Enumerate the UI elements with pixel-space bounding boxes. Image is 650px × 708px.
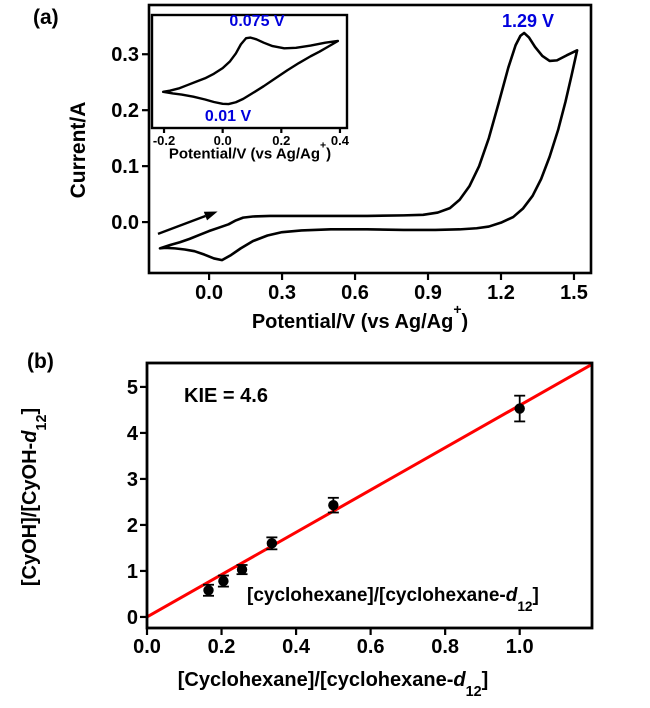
panel-b-x-tick-label: 1.0 (506, 636, 534, 658)
inset-x-tick-label: -0.2 (153, 133, 175, 148)
panel-a-x-axis-title-sup: + (453, 301, 462, 318)
inset-x-axis-title-end: ) (326, 145, 332, 163)
panel-b-inplot-annotation: [cyclohexane]/[cyclohexane-d12] (247, 585, 539, 613)
panel-b-inplot-annotation-italic-d: d (505, 585, 518, 606)
inset-x-axis-title-text: Potential/V (vs Ag/Ag (168, 145, 320, 163)
panel-b-inplot-annotation-end: ] (532, 585, 539, 606)
panel-a-frame (147, 3, 593, 275)
panel-b-y-tick-label: 5 (127, 377, 138, 399)
inset-anodic-peak-annotation: 0.075 V (229, 13, 285, 31)
panel-b-x-axis-title: [Cyclohexane]/[cyclohexane-d12] (177, 669, 489, 699)
panel-a-y-tick-label: 0.3 (111, 44, 139, 66)
panel-a-letter: (a) (33, 6, 59, 29)
data-point-group (514, 394, 526, 423)
panel-a-y-tick-label: 0.2 (111, 100, 139, 122)
panel-a-x-tick-label: 0.0 (195, 282, 223, 304)
panel-b-y-tick-label: 4 (127, 423, 139, 445)
panel-b-frame (145, 361, 594, 630)
panel-b-y-axis-title-sub: 12 (33, 414, 50, 431)
panel-b-x-tick-label: 0.2 (208, 636, 236, 658)
panel-a-y-tick-label: 0.1 (111, 156, 139, 178)
cv-curve (158, 31, 579, 262)
panel-a-y-tick-label: 0.0 (111, 212, 139, 234)
inset-cathodic-peak-annotation: 0.01 V (204, 108, 252, 126)
panel-b-y-tick-label: 3 (127, 469, 138, 491)
data-point-marker (218, 575, 229, 587)
inset-x-tick-label: 0.4 (331, 133, 350, 148)
panel-b-inplot-annotation-sub: 12 (517, 598, 533, 614)
scan-direction-arrow-head (203, 211, 218, 221)
panel-b-y-axis-title-italic-d: d (18, 430, 41, 443)
panel-a-x-axis-title: Potential/V (vs Ag/Ag+) (251, 302, 469, 333)
data-point-marker (266, 538, 278, 549)
panel-b-x-axis-title-text: [Cyclohexane]/[cyclohexane- (177, 669, 454, 691)
data-point-marker (203, 585, 214, 596)
inset-x-axis-title-sup: + (320, 139, 327, 152)
panel-a-x-tick-label: 0.6 (341, 282, 369, 304)
panel-a-x-tick-label: 0.9 (414, 282, 442, 304)
panel-b-x-tick-label: 0.4 (282, 636, 311, 658)
panel-a-inset-frame (150, 13, 349, 130)
scan-direction-arrow-shaft (157, 214, 206, 235)
panel-b-x-axis-title-end: ] (481, 669, 489, 691)
panel-b-y-tick-label: 0 (127, 607, 138, 629)
data-point-group (202, 583, 214, 597)
panel-b-x-axis-title-italic-d: d (453, 669, 466, 691)
panel-b-inplot-annotation-text: [cyclohexane]/[cyclohexane- (247, 585, 506, 606)
panel-b-y-tick-label: 1 (127, 561, 138, 583)
inset-cv-curve (161, 36, 340, 106)
panel-b-y-axis-title-text: [CyOH]/[CyOH- (18, 442, 41, 587)
data-point-marker (514, 403, 525, 414)
generated-over-layer: 0.0 0.3 0.6 0.9 1.2 1.5 0.0 0.1 0.2 0.3 -0.2 0.0 0.2… (111, 44, 588, 658)
data-point-marker (328, 499, 339, 511)
panel-b-x-tick-label: 0.8 (431, 636, 459, 658)
panel-b-letter: (b) (27, 350, 54, 373)
panel-b-x-tick-label: 0.6 (357, 636, 385, 658)
data-point-group (236, 564, 248, 576)
panel-a-anodic-peak-annotation: 1.29 V (501, 10, 555, 31)
panel-a-x-tick-label: 1.2 (487, 282, 515, 304)
data-point-marker (236, 564, 248, 575)
panel-b-y-tick-label: 2 (127, 515, 138, 537)
panel-a-x-tick-label: 0.3 (268, 282, 296, 304)
panel-b-kie-annotation: KIE = 4.6 (184, 385, 268, 407)
panel-a-x-axis-title-end: ) (461, 311, 469, 333)
data-point-group (327, 496, 339, 514)
panel-a-y-axis-title: Current/A (67, 101, 91, 199)
panel-a-x-axis-title-text: Potential/V (vs Ag/Ag (251, 311, 454, 333)
data-point-group (217, 574, 229, 588)
panel-b-x-axis-title-sub: 12 (465, 684, 482, 701)
panel-b-y-axis-title: [CyOH]/[CyOH-d12] (18, 408, 50, 587)
inset-x-axis-title: Potential/V (vs Ag/Ag+) (168, 140, 332, 164)
data-point-group (266, 536, 278, 551)
inset-x-tick-label: 0.0 (214, 133, 232, 148)
panel-a-x-tick-label: 1.5 (560, 282, 588, 304)
inset-x-tick-label: 0.2 (272, 133, 290, 148)
panel-b-x-tick-label: 0.0 (133, 636, 161, 658)
